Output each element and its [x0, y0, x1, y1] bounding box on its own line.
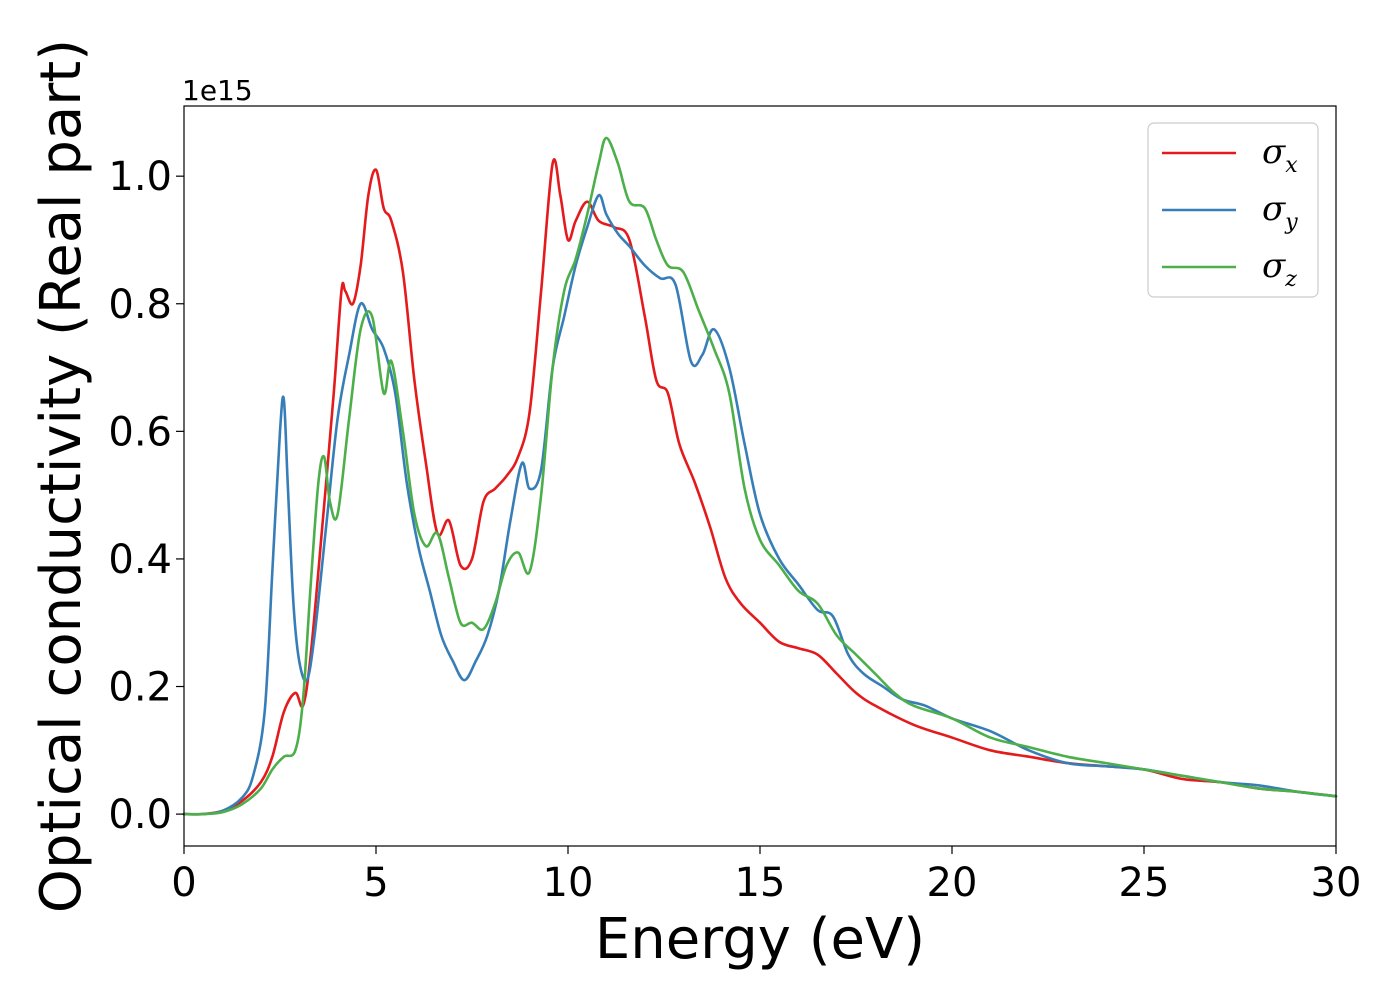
x-axis-ticks: 0 5 10 15 20 25 30 — [171, 846, 1361, 906]
y-tick-label: 0.8 — [108, 282, 172, 328]
y-tick-label: 0.6 — [108, 409, 172, 455]
series-line-z — [182, 136, 1338, 816]
x-tick-label: 15 — [735, 860, 786, 906]
x-tick-label: 10 — [543, 860, 594, 906]
x-axis-label: Energy (eV) — [595, 907, 925, 972]
y-tick-label: 1.0 — [108, 154, 172, 200]
legend-label-z: σz — [1262, 246, 1297, 292]
legend-label-x: σx — [1262, 132, 1298, 178]
y-axis-label: Optical conductivity (Real part) — [29, 39, 94, 913]
x-tick-label: 25 — [1119, 860, 1170, 906]
series-line-x — [182, 158, 1338, 816]
x-tick-label: 20 — [927, 860, 978, 906]
legend-label-y: σy — [1262, 189, 1298, 235]
x-tick-label: 30 — [1311, 860, 1362, 906]
y-axis-ticks: 0.0 0.2 0.4 0.6 0.8 1.0 — [108, 154, 184, 838]
y-offset-label: 1e15 — [182, 74, 253, 107]
series-lines — [182, 136, 1338, 816]
y-tick-label: 0.2 — [108, 665, 172, 711]
x-tick-label: 5 — [363, 860, 388, 906]
plot-area — [184, 106, 1336, 846]
legend: σx σy σz — [1147, 122, 1319, 298]
x-tick-label: 0 — [171, 860, 196, 906]
y-tick-label: 0.4 — [108, 537, 172, 583]
y-tick-label: 0.0 — [108, 792, 172, 838]
